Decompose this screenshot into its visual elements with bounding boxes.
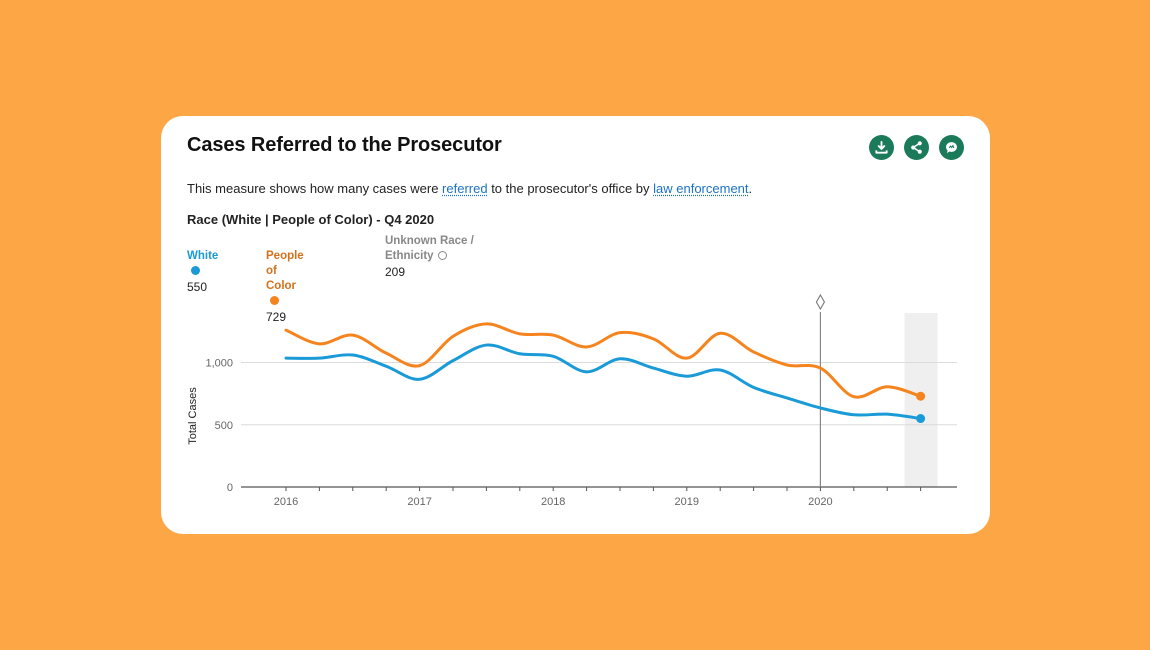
legend-hollow-dot-icon (437, 251, 447, 260)
download-icon (875, 140, 888, 154)
series-line-white (284, 343, 923, 421)
series-endpoint-white (916, 414, 926, 424)
legend-label: Ethnicity (385, 250, 434, 262)
legend-value: 729 (266, 310, 287, 324)
diamond-marker-icon (815, 293, 826, 311)
law-enforcement-link[interactable]: law enforcement (653, 181, 749, 196)
legend-value: 209 (385, 265, 406, 279)
description-text: . (748, 181, 753, 196)
line-chart: 0 500 1,000 Total Cases 2016 2017 2018 2019 2020 (187, 293, 957, 508)
description-text: This measure shows how many cases were (187, 181, 443, 196)
chart-subtitle: Race (White | People of Color) - Q4 2020 (187, 212, 435, 227)
legend-item-unknown[interactable]: Unknown Race / Ethnicity 209 (385, 234, 485, 280)
legend-label: White (187, 250, 219, 262)
chat-bubble-icon (946, 142, 957, 153)
legend-dot-icon (270, 296, 279, 305)
series-endpoint-people-of-color (916, 391, 926, 401)
x-tick-label: 2017 (407, 496, 431, 508)
legend-label: People of Color (266, 250, 304, 292)
share-button[interactable] (904, 135, 929, 160)
referred-link[interactable]: referred (442, 181, 488, 196)
y-axis-label: Total Cases (187, 387, 199, 445)
legend-label: Unknown Race / (385, 235, 474, 247)
x-tick-label: 2020 (808, 496, 832, 508)
feedback-button[interactable] (939, 135, 964, 160)
description: This measure shows how many cases were r… (187, 181, 752, 196)
y-tick-label: 1,000 (205, 358, 233, 370)
description-text: to the prosecutor's office by (487, 181, 654, 196)
legend-value: 550 (187, 280, 208, 294)
legend-item-white[interactable]: White 550 (187, 249, 218, 295)
card-title: Cases Referred to the Prosecutor (187, 134, 502, 156)
x-tick-label: 2019 (675, 496, 699, 508)
y-tick-label: 0 (227, 482, 233, 494)
action-buttons (869, 135, 964, 160)
chart-card: Cases Referred to the Prosecutor This me… (161, 116, 990, 534)
series-line-people-of-color (284, 322, 923, 399)
x-tick-label: 2018 (541, 496, 565, 508)
x-tick-label: 2016 (274, 496, 298, 508)
legend-item-people-of-color[interactable]: People of Color 729 (266, 249, 304, 325)
share-icon (911, 141, 922, 154)
legend-dot-icon (191, 266, 200, 275)
download-button[interactable] (869, 135, 894, 160)
y-tick-label: 500 (215, 420, 233, 432)
